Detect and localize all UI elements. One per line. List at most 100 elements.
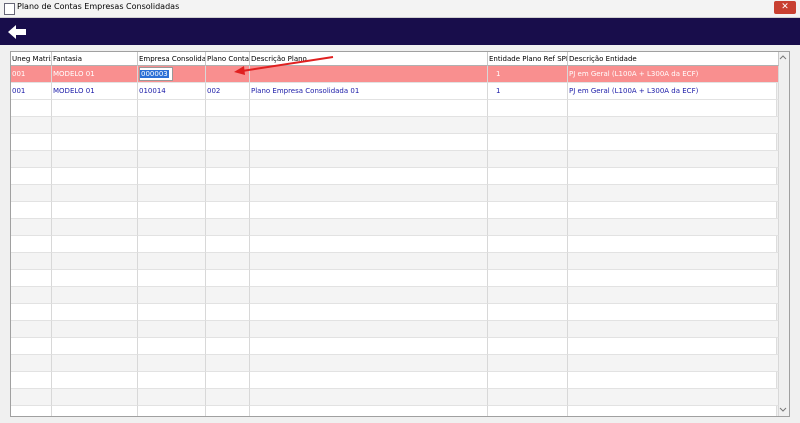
empty-cell [568, 100, 779, 117]
empty-cell [206, 219, 250, 236]
empty-cell [250, 151, 488, 168]
empty-cell [206, 406, 250, 416]
empty-cell [206, 372, 250, 389]
empty-cell [138, 236, 206, 253]
empty-cell [52, 168, 138, 185]
empty-cell [206, 168, 250, 185]
grid-cell: 1 [488, 83, 568, 100]
empty-cell [206, 117, 250, 134]
empty-cell [250, 168, 488, 185]
empty-cell [52, 406, 138, 416]
empty-cell [568, 202, 779, 219]
empty-cell [206, 185, 250, 202]
grid-cell [206, 66, 250, 83]
empty-cell [138, 151, 206, 168]
empty-cell [206, 236, 250, 253]
empty-cell [250, 202, 488, 219]
empty-cell [488, 151, 568, 168]
empty-cell [250, 219, 488, 236]
empty-cell [138, 253, 206, 270]
back-button[interactable] [6, 22, 28, 42]
empty-cell [488, 287, 568, 304]
empty-cell [206, 270, 250, 287]
empty-cell [11, 219, 52, 236]
empty-cell [11, 117, 52, 134]
empty-cell [138, 389, 206, 406]
empty-cell [250, 185, 488, 202]
empty-cell [138, 270, 206, 287]
empty-cell [138, 117, 206, 134]
empty-cell [52, 253, 138, 270]
empty-cell [250, 338, 488, 355]
empty-cell [138, 168, 206, 185]
empty-cell [488, 253, 568, 270]
grid-cell: 000003 [138, 66, 206, 83]
empty-cell [11, 202, 52, 219]
empty-cell [206, 287, 250, 304]
empty-cell [250, 304, 488, 321]
column-header: Descrição Entidade [568, 52, 779, 66]
empty-cell [206, 134, 250, 151]
empty-cell [206, 389, 250, 406]
empty-cell [568, 236, 779, 253]
empty-cell [11, 270, 52, 287]
empty-cell [138, 355, 206, 372]
empty-cell [250, 270, 488, 287]
empty-cell [250, 134, 488, 151]
empty-cell [488, 270, 568, 287]
empty-cell [488, 389, 568, 406]
app-icon [4, 3, 15, 15]
empty-cell [138, 406, 206, 416]
empty-cell [52, 389, 138, 406]
title-bar: Plano de Contas Empresas Consolidadas ✕ [0, 0, 800, 18]
empty-cell [11, 151, 52, 168]
column-header: Uneg Matriz [11, 52, 52, 66]
empty-cell [568, 355, 779, 372]
empty-cell [138, 304, 206, 321]
empty-cell [250, 100, 488, 117]
grid-cell: 001 [11, 83, 52, 100]
empty-cell [250, 389, 488, 406]
empty-cell [11, 134, 52, 151]
window-title: Plano de Contas Empresas Consolidadas [17, 2, 180, 11]
empty-cell [11, 168, 52, 185]
empty-cell [11, 287, 52, 304]
empty-cell [52, 202, 138, 219]
empty-cell [52, 304, 138, 321]
toolbar [0, 18, 800, 45]
empty-cell [568, 304, 779, 321]
empty-cell [568, 406, 779, 416]
empty-cell [250, 321, 488, 338]
grid-cell: MODELO 01 [52, 66, 138, 83]
close-button[interactable]: ✕ [774, 1, 796, 14]
empty-cell [138, 185, 206, 202]
empty-cell [488, 372, 568, 389]
scroll-arrows [779, 55, 787, 412]
empty-cell [138, 134, 206, 151]
empty-cell [52, 236, 138, 253]
empty-cell [568, 117, 779, 134]
empty-cell [52, 372, 138, 389]
empty-cell [568, 219, 779, 236]
grid-cell: PJ em Geral (L100A + L300A da ECF) [568, 83, 779, 100]
empty-cell [206, 355, 250, 372]
empty-cell [206, 338, 250, 355]
empty-cell [11, 355, 52, 372]
empty-cell [138, 372, 206, 389]
grid-cell: 010014 [138, 83, 206, 100]
empty-cell [206, 321, 250, 338]
empty-cell [52, 219, 138, 236]
empty-cell [138, 202, 206, 219]
grid-cell [250, 66, 488, 83]
empty-cell [11, 100, 52, 117]
empty-cell [52, 185, 138, 202]
empty-cell [11, 338, 52, 355]
empty-cell [568, 253, 779, 270]
empty-cell [52, 134, 138, 151]
empty-cell [11, 389, 52, 406]
empty-cell [250, 287, 488, 304]
empty-cell [250, 117, 488, 134]
grid-cell: PJ em Geral (L100A + L300A da ECF) [568, 66, 779, 83]
cell-editor[interactable]: 000003 [139, 67, 173, 81]
